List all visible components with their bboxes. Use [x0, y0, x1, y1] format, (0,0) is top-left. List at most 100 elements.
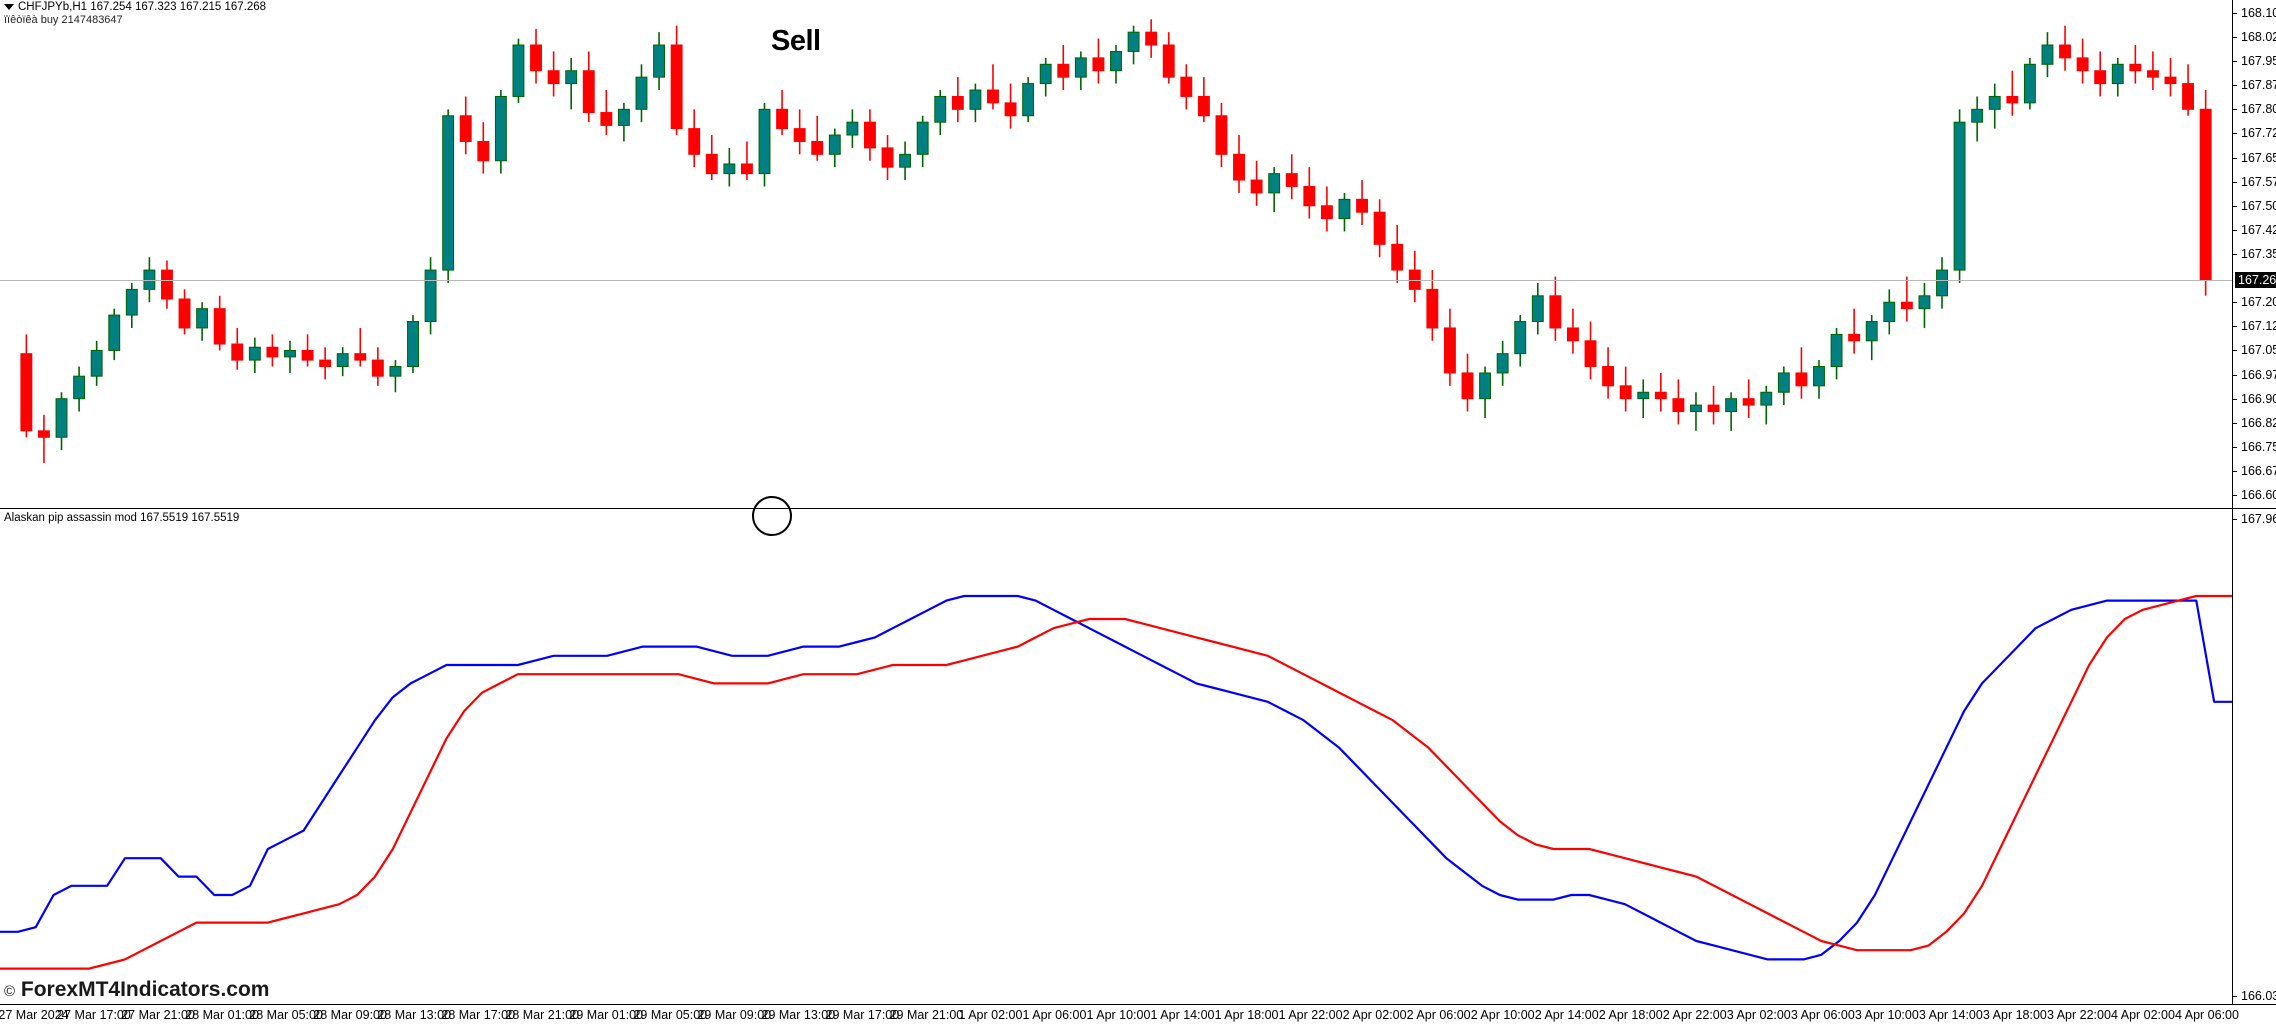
time-axis-label: 2 Apr 06:00 [1406, 1008, 1471, 1022]
time-axis-label: 3 Apr 14:00 [1918, 1008, 1983, 1022]
price-tick [2233, 422, 2237, 424]
indicator-pane[interactable]: Alaskan pip assassin mod 167.5519 167.55… [0, 508, 2276, 1005]
candlestick-series [20, 19, 2212, 463]
price-axis-label: 166.825 [2241, 415, 2276, 430]
price-tick [2233, 229, 2237, 231]
indicator-tick [2233, 996, 2237, 997]
price-axis-label: 166.975 [2241, 367, 2276, 382]
symbol-ohlc-line: CHFJPYb,H1 167.254 167.323 167.215 167.2… [4, 1, 266, 13]
time-axis-label: 28 Mar 21:00 [505, 1008, 580, 1022]
price-axis-label: 167.950 [2241, 54, 2276, 69]
time-axis-label: 1 Apr 02:00 [958, 1008, 1023, 1022]
price-tick [2233, 157, 2237, 159]
time-axis-label: 2 Apr 10:00 [1470, 1008, 1535, 1022]
price-tick [2233, 12, 2237, 14]
time-axis-label: 2 Apr 18:00 [1598, 1008, 1663, 1022]
time-axis-label: 27 Mar 21:00 [121, 1008, 195, 1022]
indicator-plot-area[interactable] [0, 509, 2232, 1005]
price-tick [2233, 326, 2237, 328]
time-axis-label: 29 Mar 09:00 [697, 1008, 772, 1022]
price-tick [2233, 109, 2237, 111]
price-axis-label: 166.900 [2241, 391, 2276, 406]
time-axis-label: 1 Apr 18:00 [1214, 1008, 1279, 1022]
current-price-label: 167.268 [2235, 272, 2276, 289]
indicator-label: Alaskan pip assassin mod 167.5519 167.55… [4, 512, 240, 524]
chart-header: CHFJPYb,H1 167.254 167.323 167.215 167.2… [4, 1, 266, 26]
time-axis-label: 3 Apr 02:00 [1726, 1008, 1791, 1022]
time-axis-label: 29 Mar 13:00 [761, 1008, 836, 1022]
time-axis-label: 27 Mar 2024 [0, 1008, 69, 1022]
time-axis-label: 4 Apr 02:00 [2110, 1008, 2175, 1022]
price-axis-label: 167.125 [2241, 319, 2276, 334]
price-plot-area[interactable] [0, 0, 2232, 508]
time-axis-label: 29 Mar 01:00 [569, 1008, 644, 1022]
time-axis-label: 2 Apr 14:00 [1534, 1008, 1599, 1022]
price-axis-label: 166.750 [2241, 439, 2276, 454]
price-axis-label: 168.100 [2241, 5, 2276, 20]
price-tick [2233, 446, 2237, 448]
price-tick [2233, 205, 2237, 207]
time-axis-label: 2 Apr 02:00 [1342, 1008, 1407, 1022]
order-info-line: ïïêòïêà buy 2147483647 [4, 14, 123, 26]
time-axis-label: 1 Apr 10:00 [1086, 1008, 1151, 1022]
price-tick [2233, 302, 2237, 304]
price-tick [2233, 350, 2237, 352]
time-axis-label: 3 Apr 06:00 [1790, 1008, 1855, 1022]
watermark: © ForexMT4Indicators.com [4, 978, 269, 1002]
price-tick [2233, 495, 2237, 497]
price-tick [2233, 471, 2237, 473]
indicator-axis-label: 167.964 [2241, 512, 2276, 526]
time-axis-label: 28 Mar 05:00 [249, 1008, 323, 1022]
time-axis-label: 29 Mar 21:00 [889, 1008, 964, 1022]
price-axis-label: 167.875 [2241, 78, 2276, 93]
price-axis-label: 167.050 [2241, 343, 2276, 358]
price-axis-label: 167.500 [2241, 198, 2276, 213]
price-axis-label: 167.725 [2241, 126, 2276, 141]
price-axis[interactable]: 168.100 168.025 167.950 167.875 167.800 167.7… [2232, 0, 2276, 508]
time-axis-label: 3 Apr 10:00 [1854, 1008, 1919, 1022]
triangle-down-icon[interactable] [4, 3, 14, 10]
time-axis-label: 28 Mar 17:00 [441, 1008, 516, 1022]
price-tick [2233, 398, 2237, 400]
price-tick [2233, 36, 2237, 38]
symbol-ohlc-text: CHFJPYb,H1 167.254 167.323 167.215 167.2… [18, 1, 267, 13]
crossover-signal-circle [752, 496, 792, 536]
time-axis-label: 29 Mar 17:00 [825, 1008, 900, 1022]
time-axis-label: 29 Mar 05:00 [633, 1008, 708, 1022]
price-axis-label: 167.650 [2241, 150, 2276, 165]
price-tick [2233, 374, 2237, 376]
price-axis-label: 167.800 [2241, 102, 2276, 117]
price-axis-label: 166.600 [2241, 488, 2276, 503]
time-axis-label: 28 Mar 13:00 [377, 1008, 452, 1022]
current-price-line [0, 280, 2232, 282]
price-axis-label: 167.575 [2241, 174, 2276, 189]
price-axis-label: 167.350 [2241, 247, 2276, 261]
time-axis-label: 28 Mar 09:00 [313, 1008, 387, 1022]
price-tick [2233, 85, 2237, 87]
sell-signal-label: Sell [771, 25, 821, 57]
price-tick [2233, 254, 2237, 255]
time-axis-label: 2 Apr 22:00 [1662, 1008, 1727, 1022]
time-axis-label: 27 Mar 17:00 [57, 1008, 131, 1022]
time-axis[interactable]: 27 Mar 2024 27 Mar 17:00 27 Mar 21:00 28 Ma… [0, 1004, 2276, 1026]
indicator-axis[interactable]: 167.964 166.033 [2232, 509, 2276, 1005]
price-axis-label: 167.200 [2241, 295, 2276, 310]
watermark-text: ForexMT4Indicators.com [20, 978, 270, 1001]
copyright-icon: © [4, 983, 16, 1000]
price-axis-label: 167.425 [2241, 222, 2276, 237]
time-axis-label: 3 Apr 22:00 [2046, 1008, 2111, 1022]
indicator-axis-label: 166.033 [2241, 989, 2276, 1003]
price-tick [2233, 61, 2237, 63]
price-tick [2233, 133, 2237, 135]
time-axis-label: 1 Apr 06:00 [1022, 1008, 1087, 1022]
price-chart-pane[interactable]: CHFJPYb,H1 167.254 167.323 167.215 167.2… [0, 0, 2276, 508]
time-axis-label: 28 Mar 01:00 [185, 1008, 259, 1022]
price-axis-label: 168.025 [2241, 29, 2276, 44]
time-axis-label: 4 Apr 06:00 [2175, 1008, 2239, 1022]
price-tick [2233, 181, 2237, 183]
indicator-lines-series [0, 594, 2232, 970]
time-axis-label: 3 Apr 18:00 [1982, 1008, 2047, 1022]
time-axis-label: 1 Apr 22:00 [1278, 1008, 1343, 1022]
indicator-tick [2233, 519, 2237, 520]
